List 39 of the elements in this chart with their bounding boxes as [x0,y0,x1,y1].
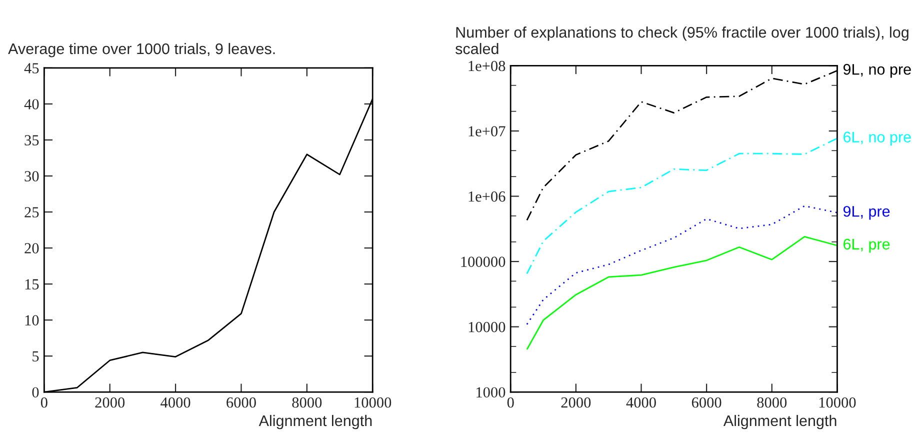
y-tick-label: 1e+06 [468,191,506,202]
x-tick-label: 2000 [561,397,591,408]
y-tick-label: 100000 [461,256,506,267]
x-tick-label: 0 [40,397,48,408]
x-tick-label: 6000 [692,397,722,408]
chart-title: Average time over 1000 trials, 9 leaves. [8,42,275,58]
series-label: 9L, pre [843,206,890,220]
y-tick-label: 1e+07 [468,126,506,136]
line-series [526,205,838,326]
x-tick-label: 6000 [226,397,256,408]
y-tick-label: 0 [32,387,39,398]
line-series [526,138,838,274]
x-axis-title: Alignment length [723,414,836,430]
y-tick-label: 1000 [476,387,506,398]
y-tick-label: 20 [24,243,39,254]
chart-title: Number of explanations to check (95% fractile over 1000 trials), log scaled [456,26,908,54]
x-axis-title: Alignment length [258,414,372,430]
x-tick-label: 4000 [626,397,656,408]
x-tick-label: 4000 [160,397,190,408]
x-tick-label: 8000 [292,397,322,408]
y-tick-label: 15 [25,279,39,290]
y-tick-label: 45 [24,63,39,74]
series-label: 9L, no pre [843,64,911,78]
y-tick-label: 10 [25,315,39,326]
y-tick-label: 1e+08 [468,60,506,72]
y-tick-label: 35 [24,135,39,146]
x-tick-label: 10000 [354,397,392,408]
x-tick-label: 2000 [95,397,125,408]
y-tick-label: 25 [24,207,39,218]
y-tick-label: 40 [24,99,39,110]
x-tick-label: 10000 [819,397,856,408]
series-label: 6L, no pre [844,132,911,146]
series-label: 6L, pre [844,238,890,253]
y-tick-label: 10000 [468,322,506,332]
y-tick-label: 30 [24,171,39,182]
line-series [526,236,838,350]
x-tick-label: 8000 [757,397,787,408]
y-tick-label: 5 [32,351,39,362]
x-tick-label: 0 [507,397,514,408]
